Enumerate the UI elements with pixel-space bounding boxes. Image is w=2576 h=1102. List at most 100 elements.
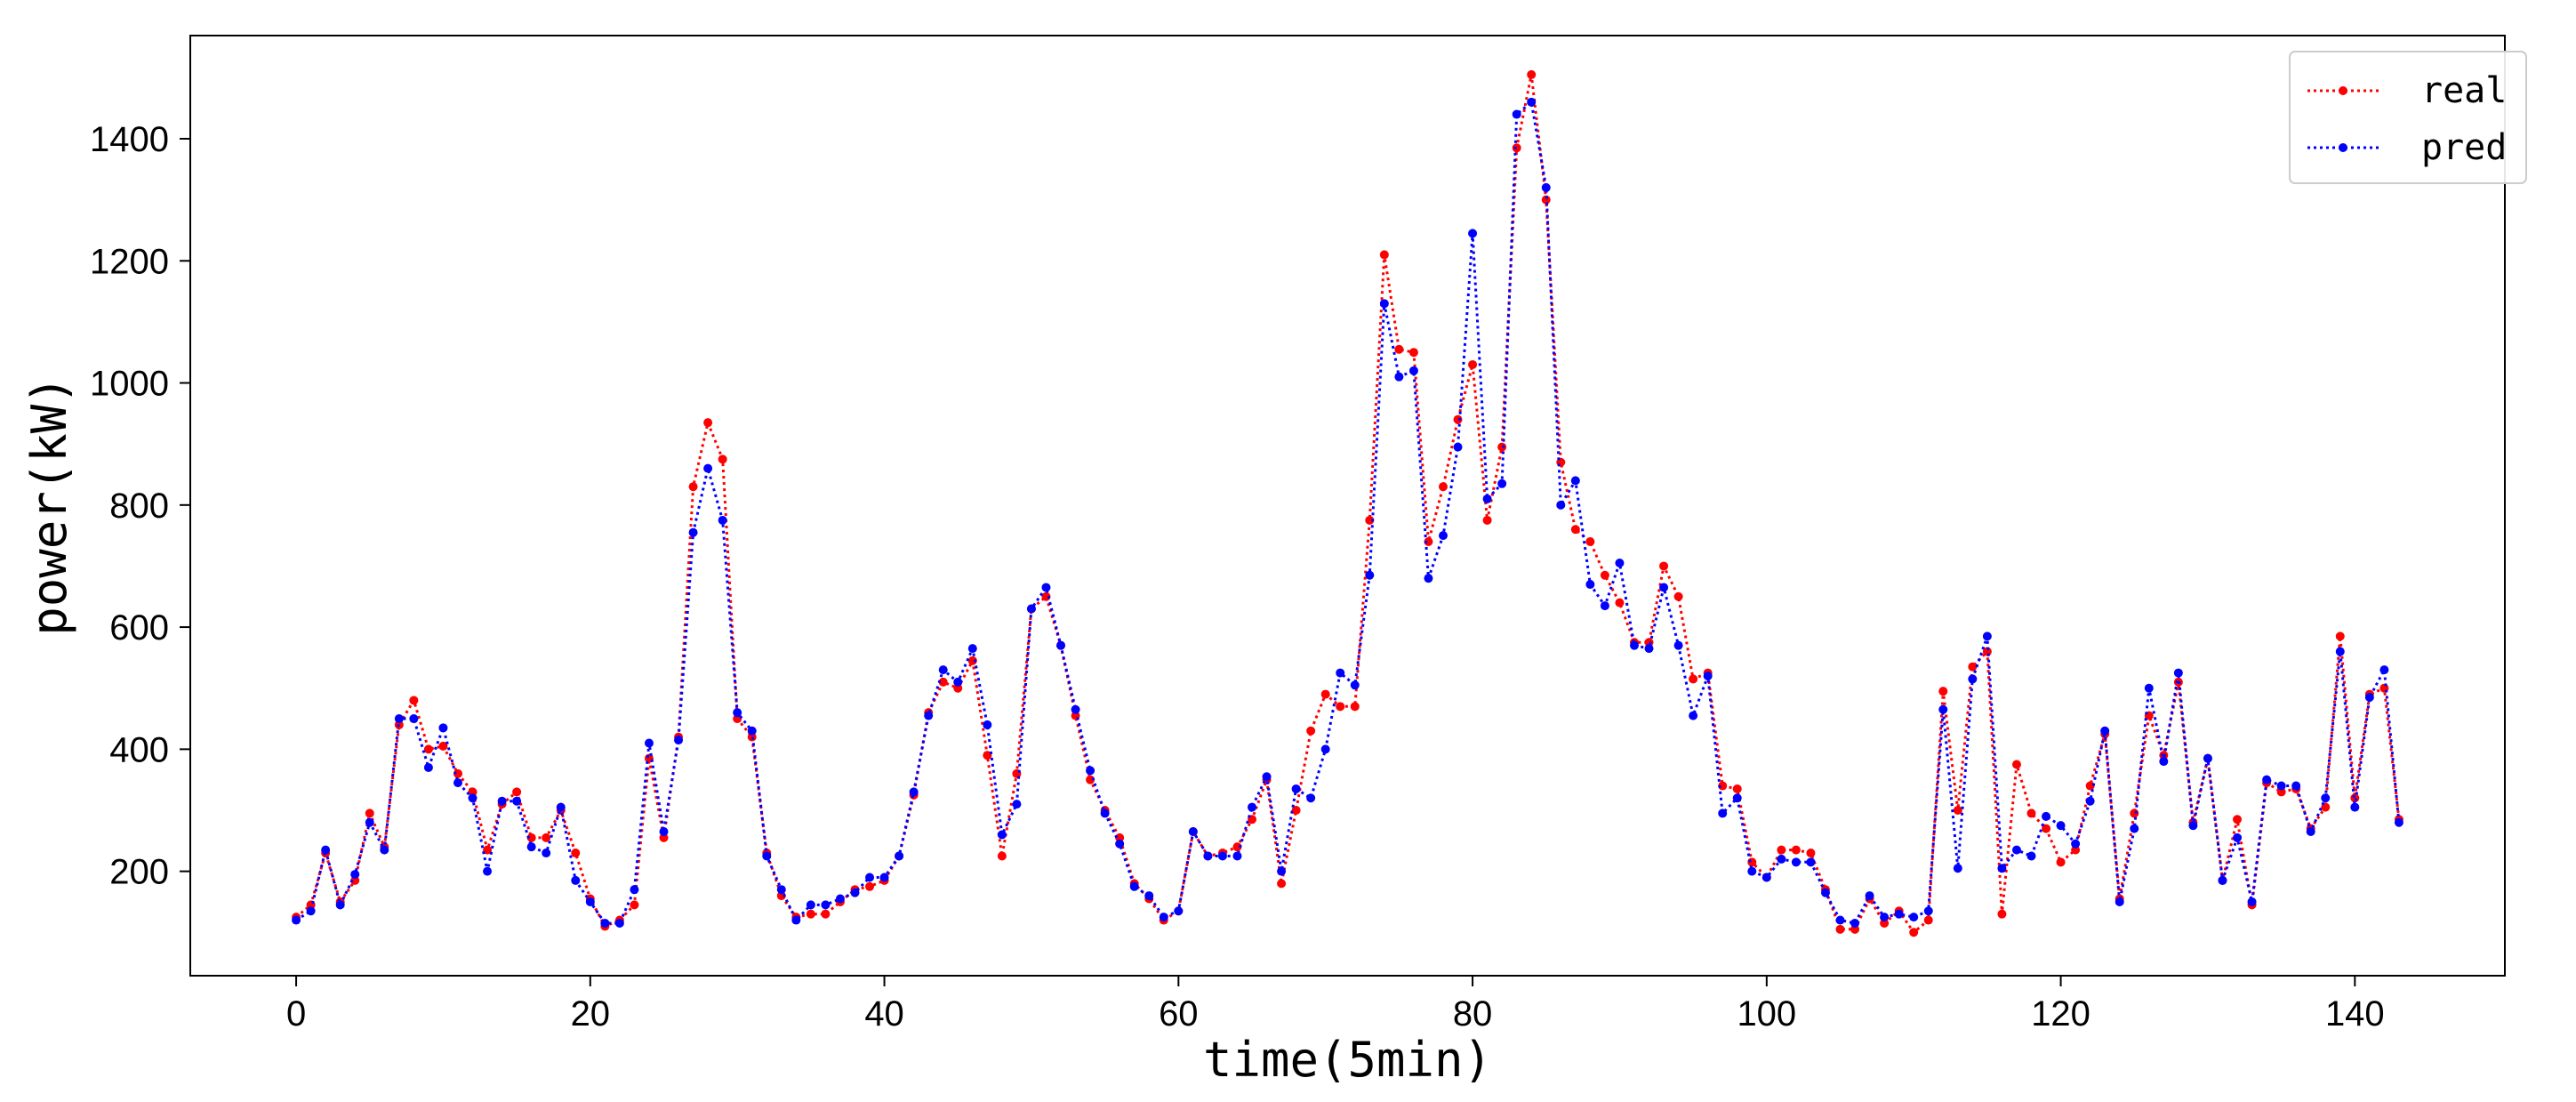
data-point-pred: [526, 842, 536, 852]
data-point-pred: [1026, 604, 1036, 614]
data-point-pred: [2364, 693, 2374, 703]
data-point-real: [2350, 793, 2360, 803]
x-tick-label: 20: [571, 994, 611, 1034]
data-point-real: [1968, 662, 1978, 672]
data-point-pred: [879, 873, 889, 882]
data-point-pred: [1894, 909, 1904, 919]
y-tick-label: 1200: [90, 242, 169, 281]
legend-marker-real: [2339, 86, 2347, 95]
data-point-pred: [350, 870, 360, 880]
data-point-real: [2071, 845, 2081, 855]
data-point-pred: [1071, 704, 1080, 714]
data-point-pred: [1320, 744, 1330, 754]
data-point-pred: [2026, 851, 2036, 861]
data-point-pred: [497, 796, 507, 806]
data-point-pred: [483, 866, 493, 876]
data-point-pred: [1880, 913, 1890, 922]
data-point-real: [2335, 631, 2345, 641]
x-tick-label: 0: [286, 994, 306, 1034]
data-point-real: [1527, 69, 1537, 79]
data-point-pred: [1188, 827, 1198, 837]
data-point-pred: [2394, 817, 2403, 827]
data-point-real: [2026, 808, 2036, 818]
data-point-pred: [2306, 827, 2315, 837]
y-tick-label: 600: [109, 608, 169, 648]
y-tick-label: 1400: [90, 120, 169, 159]
data-point-pred: [2321, 793, 2331, 803]
data-point-pred: [1820, 888, 1830, 897]
data-point-pred: [630, 885, 639, 895]
x-tick-label: 60: [1159, 994, 1199, 1034]
data-point-real: [1365, 515, 1375, 525]
data-point-real: [1732, 784, 1742, 793]
data-point-pred: [909, 787, 919, 797]
data-point-real: [1453, 414, 1463, 424]
data-point-real: [983, 751, 992, 760]
y-tick-label: 1000: [90, 365, 169, 404]
data-point-real: [1806, 849, 1816, 858]
data-point-pred: [791, 915, 801, 925]
data-point-pred: [1408, 366, 1418, 375]
data-point-pred: [438, 723, 448, 733]
data-point-real: [953, 683, 963, 693]
data-point-pred: [1777, 854, 1786, 864]
data-point-pred: [1424, 574, 1433, 583]
data-point-pred: [1232, 851, 1242, 861]
data-point-pred: [1541, 182, 1551, 192]
data-point-pred: [1689, 711, 1698, 720]
data-point-pred: [1365, 570, 1375, 580]
data-point-real: [1615, 598, 1625, 607]
data-point-pred: [1585, 580, 1595, 590]
data-point-pred: [585, 897, 595, 906]
data-point-pred: [1629, 640, 1639, 650]
data-point-pred: [2100, 726, 2110, 736]
data-point-pred: [380, 845, 389, 855]
data-point-pred: [1336, 668, 1345, 678]
data-point-pred: [1673, 640, 1683, 650]
data-point-pred: [1718, 808, 1728, 818]
data-point-pred: [468, 793, 477, 803]
data-point-pred: [674, 736, 684, 745]
data-point-pred: [394, 714, 404, 724]
data-point-pred: [1012, 800, 1022, 809]
data-point-pred: [1100, 808, 1110, 818]
data-point-real: [806, 909, 815, 919]
x-tick-label: 140: [2325, 994, 2385, 1034]
data-point-real: [1306, 726, 1316, 736]
data-point-pred: [1600, 601, 1609, 611]
data-point-pred: [850, 888, 860, 897]
data-point-pred: [924, 711, 934, 720]
data-point-real: [468, 787, 477, 797]
data-point-pred: [2159, 757, 2169, 767]
data-point-pred: [938, 665, 948, 675]
data-point-real: [1835, 924, 1845, 934]
data-point-pred: [2085, 796, 2095, 806]
data-point-pred: [1144, 891, 1154, 901]
data-point-pred: [2335, 647, 2345, 656]
data-point-real: [453, 768, 462, 778]
data-point-pred: [1556, 500, 1566, 510]
y-tick-label: 200: [109, 853, 169, 892]
data-point-real: [438, 741, 448, 751]
legend-label-real: real: [2421, 70, 2507, 111]
data-point-pred: [1041, 583, 1051, 592]
data-point-real: [688, 482, 698, 492]
data-point-real: [1689, 674, 1698, 684]
data-point-pred: [512, 796, 522, 806]
data-point-real: [1923, 915, 1933, 925]
data-point-pred: [423, 762, 433, 772]
data-point-real: [1791, 845, 1801, 855]
data-point-pred: [1291, 784, 1301, 793]
data-point-pred: [1056, 640, 1066, 650]
data-point-pred: [821, 900, 831, 910]
x-axis-title: time(5min): [1203, 1032, 1492, 1088]
series-line-pred: [295, 99, 2401, 925]
data-point-pred: [1482, 494, 1492, 503]
data-point-pred: [2203, 753, 2212, 763]
legend-label-pred: pred: [2421, 127, 2507, 168]
data-point-pred: [1438, 531, 1448, 541]
data-point-pred: [614, 918, 624, 928]
data-point-real: [938, 677, 948, 687]
series-pred: [292, 97, 2403, 928]
